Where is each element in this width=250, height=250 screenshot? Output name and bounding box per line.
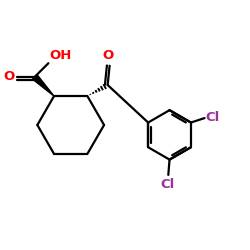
Text: O: O [103,49,114,62]
Text: Cl: Cl [206,111,220,124]
Text: O: O [4,70,15,83]
Text: OH: OH [50,48,72,62]
Text: Cl: Cl [161,178,175,191]
Polygon shape [32,74,54,96]
